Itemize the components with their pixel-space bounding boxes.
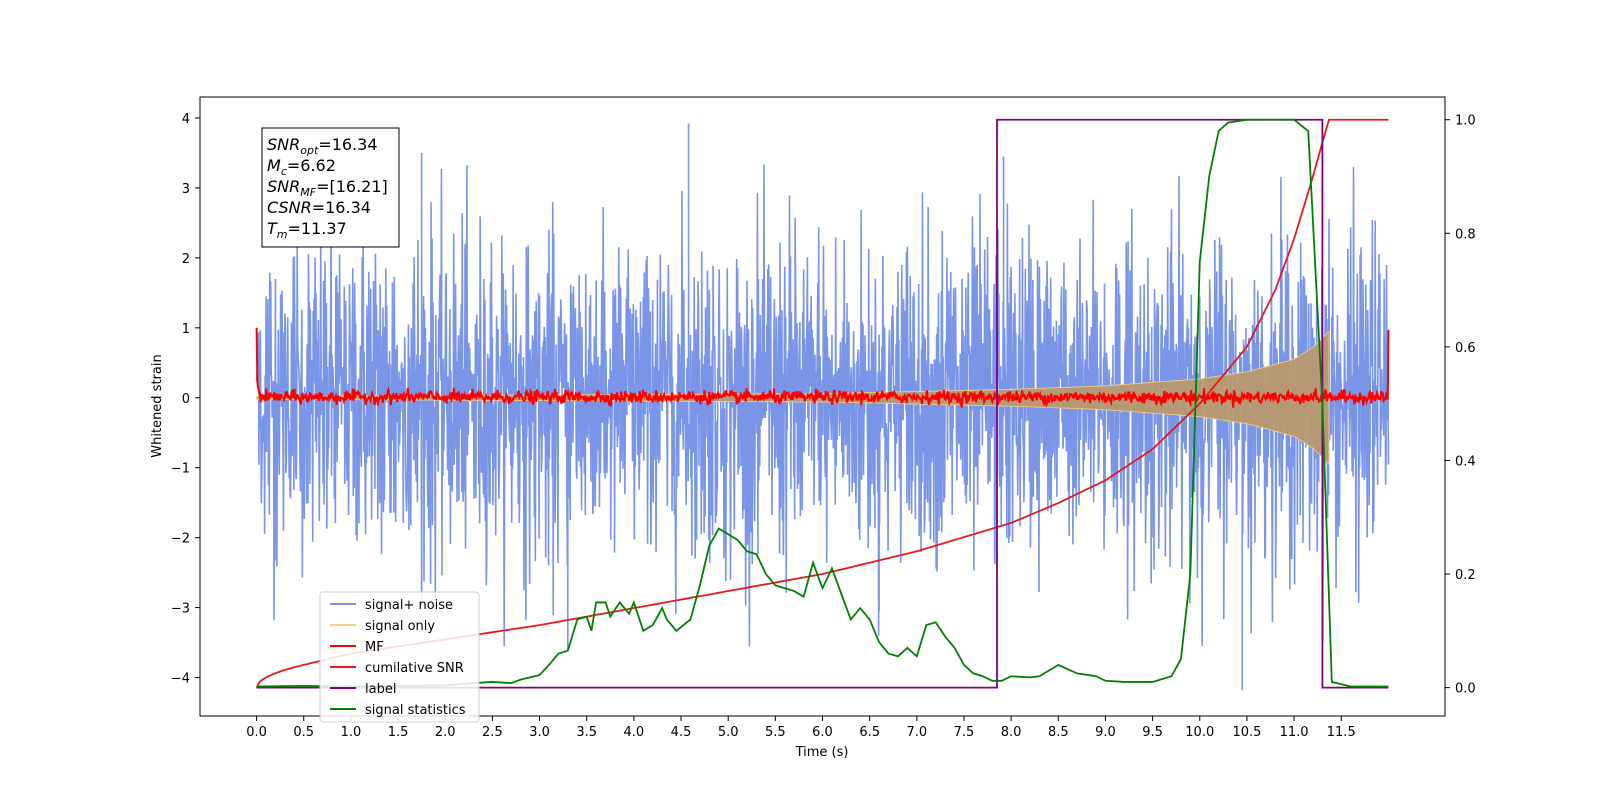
series-signal-statistics <box>256 118 1389 688</box>
stats-line: SNRMF=[16.21] <box>267 177 388 199</box>
y-right-tick-label: 0.4 <box>1455 454 1476 469</box>
x-tick-label: 11.5 <box>1327 725 1356 740</box>
y-right-tick-label: 0.8 <box>1455 227 1476 242</box>
series-label <box>256 118 1389 689</box>
y-right-tick-label: 1.0 <box>1455 114 1476 129</box>
y-left-tick-label: 1 <box>182 322 190 337</box>
stats-box-frame <box>261 127 400 248</box>
stats-line: Mc=6.62 <box>267 156 336 178</box>
y-left-tick-label: −4 <box>171 672 190 687</box>
x-tick-label: 2.0 <box>435 725 456 740</box>
x-tick-label: 1.5 <box>388 725 409 740</box>
legend-frame <box>319 591 480 723</box>
x-tick-label: 5.0 <box>718 725 739 740</box>
x-tick-label: 0.0 <box>246 725 267 740</box>
legend-label: signal only <box>365 619 435 634</box>
x-tick-label: 6.0 <box>812 725 833 740</box>
x-tick-label: 9.0 <box>1095 725 1116 740</box>
y-right-tick-label: 0.6 <box>1455 341 1476 356</box>
y-left-tick-label: 3 <box>182 182 190 197</box>
x-tick-label: 7.0 <box>906 725 927 740</box>
y-right-tick-label: 0.2 <box>1455 568 1476 583</box>
y-axis-label: Whitened strain <box>150 354 165 457</box>
x-tick-label: 7.5 <box>954 725 975 740</box>
y-left-tick-label: 2 <box>182 252 190 267</box>
x-tick-label: 4.5 <box>671 725 692 740</box>
stats-annotation-box: SNRopt=16.34Mc=6.62SNRMF=[16.21]CSNR=16.… <box>261 127 400 248</box>
y-left-tick-label: 0 <box>182 392 190 407</box>
x-tick-label: 11.0 <box>1280 725 1309 740</box>
x-tick-label: 1.0 <box>341 725 362 740</box>
x-tick-label: 3.0 <box>529 725 550 740</box>
stats-line: Tm=11.37 <box>267 219 347 241</box>
x-tick-label: 8.5 <box>1048 725 1069 740</box>
x-tick-label: 5.5 <box>765 725 786 740</box>
series-mf <box>255 327 1390 409</box>
x-tick-label: 0.5 <box>293 725 314 740</box>
legend-label: MF <box>365 640 384 655</box>
x-axis-label: Time (s) <box>795 745 849 760</box>
x-tick-label: 2.5 <box>482 725 503 740</box>
x-tick-label: 4.0 <box>624 725 645 740</box>
stats-line: CSNR=16.34 <box>267 198 371 217</box>
stats-line: SNRopt=16.34 <box>267 135 378 157</box>
x-tick-label: 10.5 <box>1232 725 1261 740</box>
legend-label: signal statistics <box>365 703 466 718</box>
legend-label: signal+ noise <box>365 598 453 613</box>
y-left-tick-label: −2 <box>171 532 190 547</box>
axes-layer: 0.0 0.5 1.0 1.5 2.0 2.5 3.0 3.5 4.0 4.5 5.0 5.5 6.0 6… <box>171 112 1476 740</box>
legend: signal+ noise signal only MF cumilative SNR… <box>319 591 480 723</box>
y-left-tick-label: −1 <box>171 462 190 477</box>
x-tick-label: 6.5 <box>859 725 880 740</box>
legend-label: cumilative SNR <box>365 661 464 676</box>
x-tick-label: 8.0 <box>1001 725 1022 740</box>
y-left-tick-label: −3 <box>171 602 190 617</box>
x-tick-label: 10.0 <box>1185 725 1214 740</box>
legend-label: label <box>365 682 396 697</box>
y-left-tick-label: 4 <box>182 112 190 127</box>
y-right-tick-label: 0.0 <box>1455 682 1476 697</box>
x-tick-label: 3.5 <box>576 725 597 740</box>
x-tick-label: 9.5 <box>1142 725 1163 740</box>
